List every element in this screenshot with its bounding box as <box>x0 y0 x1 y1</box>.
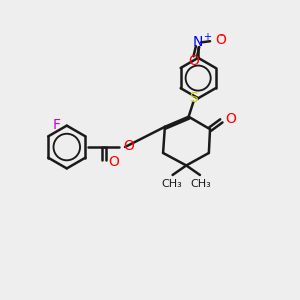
Text: -: - <box>220 30 224 40</box>
Text: +: + <box>202 32 211 42</box>
Text: F: F <box>52 118 60 132</box>
Text: O: O <box>226 112 236 126</box>
Text: S: S <box>190 91 198 105</box>
Text: CH₃: CH₃ <box>161 179 182 189</box>
Text: O: O <box>123 140 134 153</box>
Text: O: O <box>109 154 120 169</box>
Text: O: O <box>189 54 200 68</box>
Text: O: O <box>215 33 226 47</box>
Text: N: N <box>193 35 203 50</box>
Text: CH₃: CH₃ <box>191 179 212 189</box>
